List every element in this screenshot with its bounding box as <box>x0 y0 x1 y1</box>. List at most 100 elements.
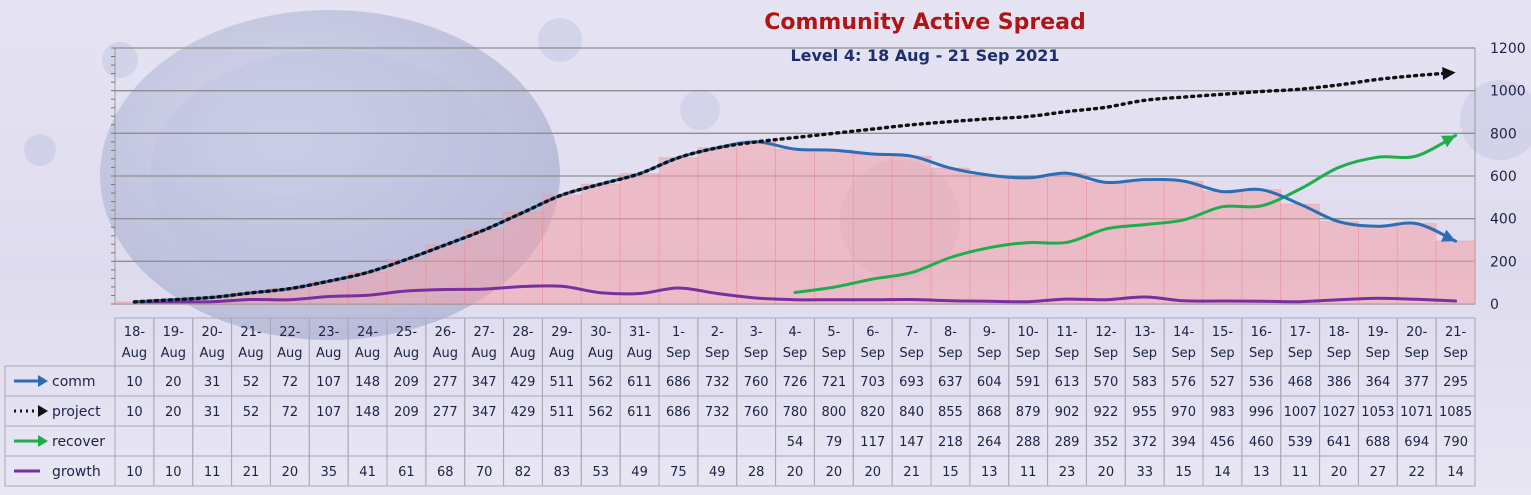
table-value: 288 <box>1016 435 1041 450</box>
table-value: 218 <box>938 435 963 450</box>
category-label-month: Sep <box>1210 346 1235 361</box>
table-value: 20 <box>282 465 299 480</box>
area-bar <box>736 141 776 305</box>
table-cell <box>658 425 699 457</box>
table-cell <box>114 425 155 457</box>
table-value: 68 <box>437 465 454 480</box>
legend-label: growth <box>52 464 101 480</box>
category-label-month: Aug <box>394 346 419 361</box>
legend-key-project <box>14 405 48 417</box>
table-value: 591 <box>1016 375 1041 390</box>
table-value: 703 <box>860 375 885 390</box>
table-value: 820 <box>860 405 885 420</box>
category-label-day: 17- <box>1290 325 1312 340</box>
table-value: 726 <box>783 375 808 390</box>
table-value: 800 <box>821 405 846 420</box>
table-value: 429 <box>511 375 536 390</box>
table-value: 364 <box>1365 375 1390 390</box>
area-bar <box>658 157 699 305</box>
category-label-day: 7- <box>905 325 918 340</box>
legend-label: comm <box>52 374 96 390</box>
table-value: 922 <box>1093 405 1118 420</box>
category-label-day: 30- <box>590 325 612 340</box>
category-label-month: Sep <box>1443 346 1468 361</box>
category-label-day: 25- <box>396 325 418 340</box>
series-arrow-comm <box>1441 229 1456 242</box>
table-value: 790 <box>1443 435 1468 450</box>
table-value: 686 <box>666 375 691 390</box>
table-value: 13 <box>981 465 998 480</box>
table-value: 429 <box>511 405 536 420</box>
category-label-month: Sep <box>1132 346 1157 361</box>
table-cell <box>386 425 427 457</box>
table-value: 456 <box>1210 435 1235 450</box>
series-growth <box>132 284 1458 304</box>
table-value: 15 <box>942 465 959 480</box>
legend-arrow <box>38 435 48 447</box>
table-value: 347 <box>472 405 497 420</box>
series-line-recover <box>793 134 1458 294</box>
table-value: 460 <box>1249 435 1274 450</box>
category-label-month: Aug <box>238 346 263 361</box>
table-value: 107 <box>316 405 341 420</box>
category-label-month: Sep <box>1404 346 1429 361</box>
category-label-month: Sep <box>1249 346 1274 361</box>
category-label-month: Sep <box>1327 346 1352 361</box>
legend-arrow <box>38 405 48 417</box>
area-bar <box>1124 179 1165 305</box>
table-value: 394 <box>1171 435 1196 450</box>
table-value: 13 <box>1253 465 1270 480</box>
table-value: 11 <box>1292 465 1309 480</box>
table-value: 21 <box>243 465 260 480</box>
table-value: 570 <box>1093 375 1118 390</box>
table-value: 637 <box>938 375 963 390</box>
area-bar <box>1435 240 1476 305</box>
table-value: 780 <box>783 405 808 420</box>
series-line-project <box>132 70 1458 304</box>
category-label-month: Sep <box>744 346 769 361</box>
category-label-day: 22- <box>279 325 301 340</box>
table-value: 295 <box>1443 375 1468 390</box>
table-value: 49 <box>709 465 726 480</box>
y-tick-label: 200 <box>1490 254 1517 270</box>
table-cell <box>1435 455 1476 487</box>
y-tick-label: 400 <box>1490 212 1517 228</box>
table-value: 117 <box>860 435 885 450</box>
table-value: 72 <box>282 375 299 390</box>
table-value: 14 <box>1214 465 1231 480</box>
table-value: 147 <box>899 435 924 450</box>
area-bar <box>1008 177 1048 305</box>
area-bar <box>1358 225 1398 305</box>
y-tick-label: 0 <box>1490 297 1499 313</box>
category-label-month: Sep <box>1055 346 1080 361</box>
category-label-month: Sep <box>783 346 808 361</box>
table-value: 902 <box>1055 405 1080 420</box>
table-value: 209 <box>394 405 419 420</box>
table-value: 686 <box>666 405 691 420</box>
area-bar <box>425 244 466 305</box>
table-value: 511 <box>549 405 574 420</box>
table-cell <box>736 425 777 457</box>
area-bar <box>1319 221 1359 305</box>
table-value: 576 <box>1171 375 1196 390</box>
table-value: 20 <box>826 465 843 480</box>
category-label-month: Sep <box>1288 346 1313 361</box>
category-label-month: Aug <box>199 346 224 361</box>
table-value: 352 <box>1093 435 1118 450</box>
table-value: 264 <box>977 435 1002 450</box>
table-value: 289 <box>1055 435 1080 450</box>
table-value: 53 <box>592 465 609 480</box>
table-value: 61 <box>398 465 415 480</box>
table-value: 52 <box>243 405 260 420</box>
category-label-month: Aug <box>471 346 496 361</box>
table-cell <box>425 425 466 457</box>
legend-key-comm <box>14 375 48 387</box>
area-bar <box>1396 223 1437 305</box>
table-value: 82 <box>515 465 532 480</box>
category-label-day: 6- <box>866 325 879 340</box>
category-label-month: Aug <box>627 346 652 361</box>
category-label-month: Aug <box>549 346 574 361</box>
table-cell <box>503 425 543 457</box>
category-label-month: Aug <box>355 346 380 361</box>
